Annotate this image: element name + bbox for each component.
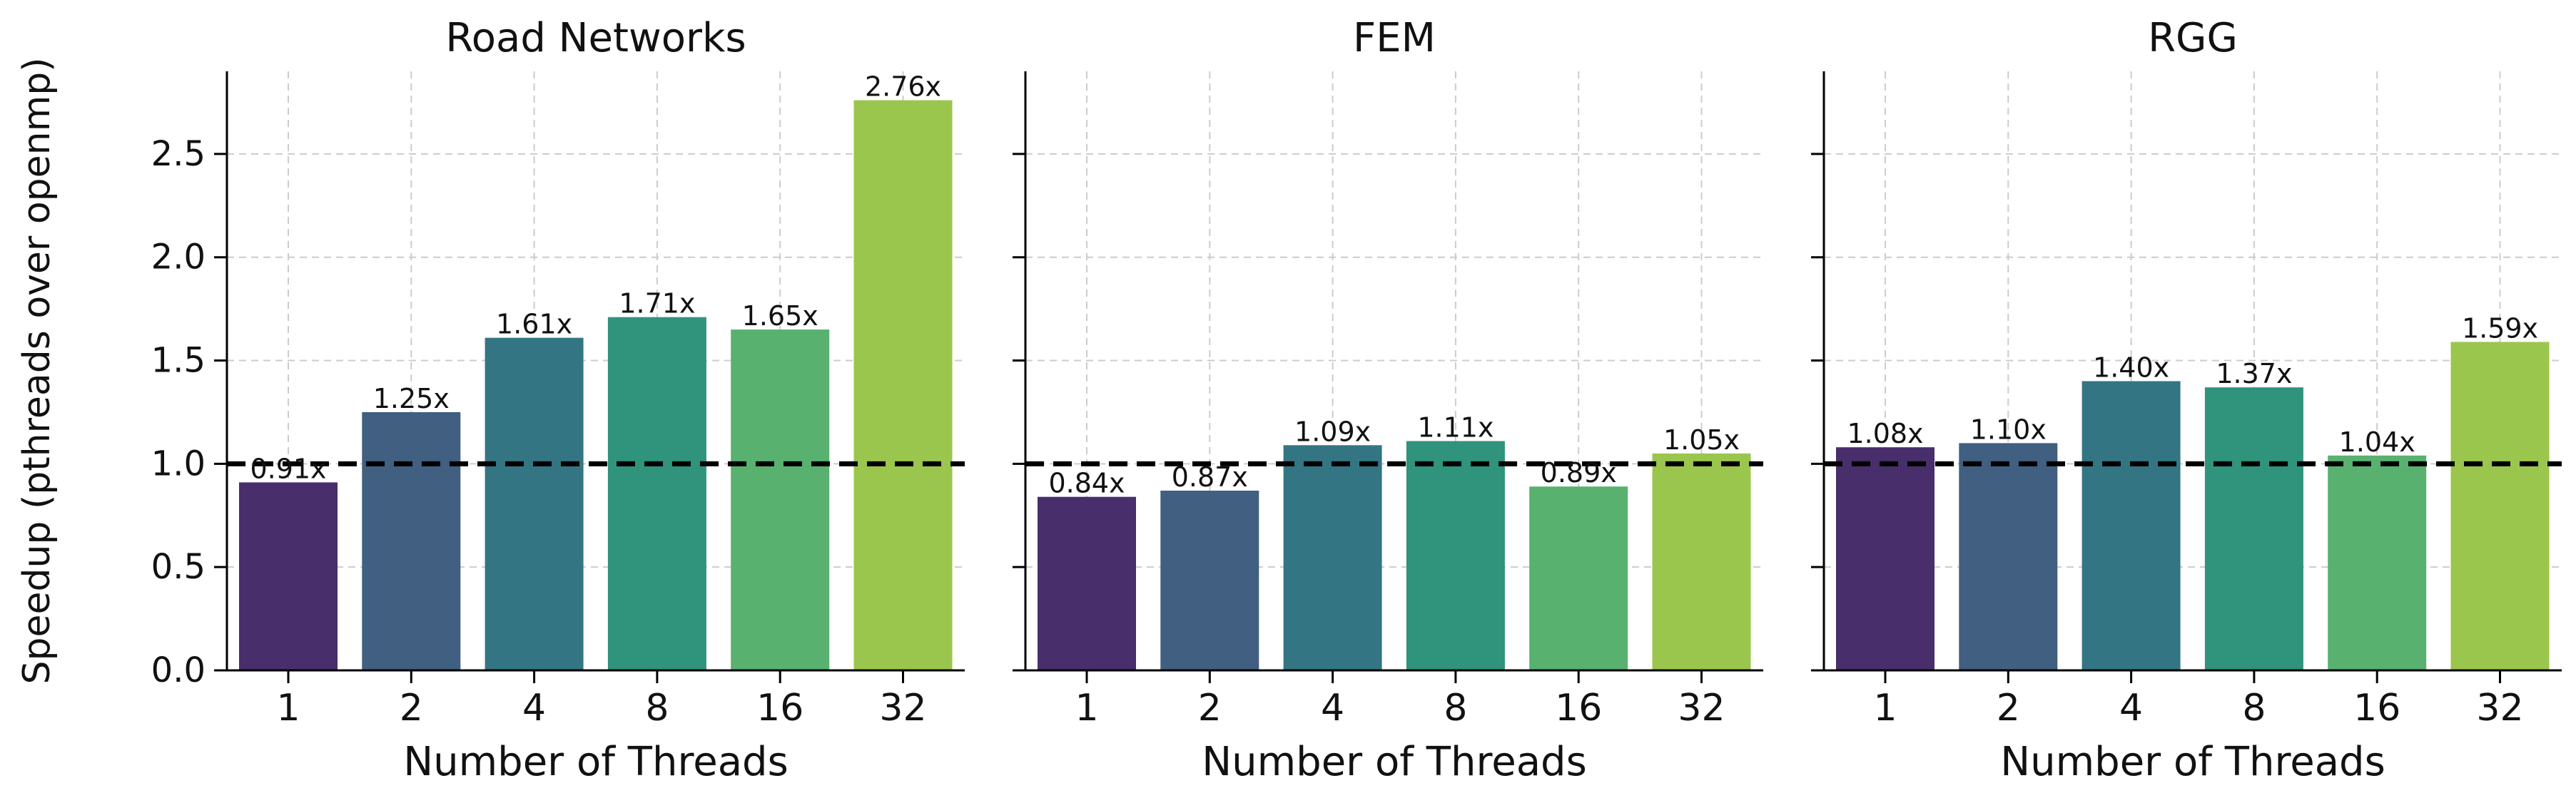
bar-value-label: 1.59x [2462, 312, 2538, 344]
x-tick-label: 1 [1075, 687, 1098, 730]
bar-value-label: 0.84x [1048, 468, 1125, 499]
x-tick-label: 4 [1321, 687, 1344, 730]
y-axis-label: Speedup (pthreads over openmp) [16, 57, 59, 684]
bar [1959, 443, 2058, 670]
bar [1406, 441, 1505, 670]
bar [362, 411, 461, 670]
y-tick-label: 0.5 [151, 547, 206, 587]
bar [1836, 447, 1934, 670]
bar [2450, 342, 2550, 670]
chart-panels: 0.91x 1.25x 1.61x 1.71x 1.65x 2.76x 0.0 0.5 1.0 1… [151, 15, 2562, 785]
x-tick-label: 1 [276, 687, 300, 730]
y-tick-label: 1.0 [151, 444, 206, 484]
y-tick-label: 2.5 [151, 134, 206, 174]
x-tick-label: 32 [879, 687, 926, 730]
y-tick-label: 0.0 [151, 650, 206, 690]
bar-value-label: 0.89x [1541, 457, 1617, 489]
x-tick-label: 8 [1444, 687, 1467, 730]
bar-value-label: 1.71x [619, 288, 695, 319]
bar [853, 100, 953, 670]
x-tick-label: 32 [1678, 687, 1725, 730]
bar [485, 337, 584, 670]
y-tick-label: 1.5 [151, 341, 206, 381]
bar [239, 482, 338, 670]
x-tick-label: 16 [2353, 687, 2400, 730]
x-axis-label: Number of Threads [1202, 739, 1587, 785]
bar [1160, 491, 1259, 670]
bar-value-label: 1.61x [496, 309, 572, 340]
bar-value-label: 2.76x [865, 71, 941, 103]
bar-value-label: 1.65x [742, 300, 818, 332]
x-tick-label: 16 [756, 687, 803, 730]
x-tick-label: 4 [522, 687, 546, 730]
x-tick-label: 1 [1873, 687, 1897, 730]
bar [731, 329, 830, 670]
bar-value-label: 1.09x [1294, 416, 1371, 447]
bar [1529, 486, 1628, 670]
bar-value-label: 1.10x [1970, 414, 2047, 445]
bar-value-label: 1.08x [1847, 418, 1923, 449]
bar-value-label: 0.91x [250, 453, 326, 484]
y-tick-label: 2.0 [151, 237, 206, 277]
bar [2328, 455, 2427, 670]
bar-value-label: 1.04x [2339, 426, 2415, 458]
bar-value-label: 1.40x [2093, 352, 2169, 383]
bar [1283, 445, 1382, 670]
x-tick-label: 2 [1198, 687, 1222, 730]
bar-value-label: 0.87x [1172, 461, 1248, 493]
x-axis-label: Number of Threads [2000, 739, 2385, 785]
panel-2: 0.84x 0.87x 1.09x 1.11x 0.89x 1.05x 1 2 4 8 16 32 Nu… [1013, 15, 1763, 785]
bar-value-label: 1.25x [373, 383, 450, 414]
x-tick-label: 16 [1555, 687, 1602, 730]
bar [1038, 496, 1136, 670]
bar-value-label: 1.11x [1417, 411, 1494, 443]
x-tick-label: 8 [2242, 687, 2266, 730]
panel-title: FEM [1353, 15, 1436, 61]
panel-title: RGG [2148, 15, 2238, 61]
x-tick-label: 4 [2119, 687, 2143, 730]
bar-value-label: 1.05x [1663, 424, 1740, 456]
panel-3: 1.08x 1.10x 1.40x 1.37x 1.04x 1.59x 1 2 4 8 16 32 Nu… [1811, 15, 2562, 785]
x-tick-label: 2 [400, 687, 423, 730]
x-tick-label: 2 [1997, 687, 2020, 730]
bar-value-label: 1.37x [2216, 358, 2292, 389]
panel-1: 0.91x 1.25x 1.61x 1.71x 1.65x 2.76x 0.0 0.5 1.0 1… [151, 15, 965, 785]
bar [2081, 381, 2181, 670]
x-axis-label: Number of Threads [403, 739, 788, 785]
bar [1652, 453, 1751, 670]
x-tick-label: 32 [2476, 687, 2523, 730]
panel-title: Road Networks [445, 15, 746, 61]
bar [607, 317, 706, 670]
x-tick-label: 8 [645, 687, 669, 730]
bar [2204, 387, 2303, 670]
